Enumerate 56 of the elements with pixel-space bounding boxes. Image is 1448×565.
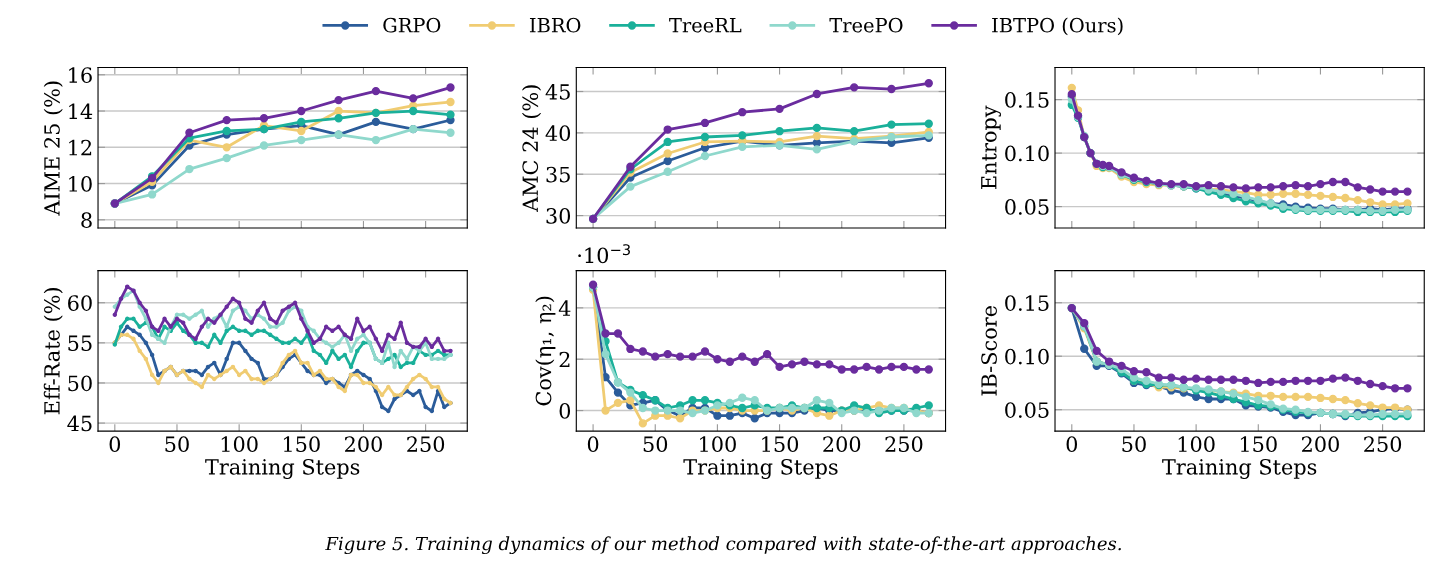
x-tick-label: 100	[221, 436, 258, 453]
x-tick-label: 50	[165, 436, 189, 453]
x-tick-label: 250	[407, 436, 445, 453]
legend-label: TreeRL	[669, 18, 742, 33]
x-tick-label: 250	[885, 436, 923, 453]
y-tick-label: 4	[558, 300, 571, 316]
x-tick-label: 100	[1178, 436, 1215, 453]
x-tick-label: 50	[1122, 436, 1146, 453]
y-tick-label: 8	[81, 212, 92, 229]
y-tick-label: 30	[546, 208, 571, 224]
x-tick-label: 200	[823, 436, 861, 453]
y-tick-label: 40	[545, 125, 571, 142]
x-tick-label: 50	[643, 436, 668, 453]
x-axis-title: Training Steps	[1162, 458, 1317, 480]
x-tick-label: 0	[109, 436, 121, 453]
legend-label: IBRO	[529, 17, 581, 33]
y-tick-label: 0.15	[1005, 92, 1049, 108]
x-tick-label: 0	[587, 436, 599, 453]
x-tick-label: 200	[344, 436, 382, 453]
y-tick-label: 0	[559, 403, 571, 419]
y-tick-label: 45	[67, 415, 92, 432]
y-tick-label: 14	[69, 103, 93, 119]
legend-label: GRPO	[383, 17, 441, 33]
y-tick-label: 0.05	[1005, 402, 1049, 418]
y-axis-title: Entropy	[981, 105, 1001, 189]
y-tick-label: 0.10	[1005, 145, 1049, 162]
caption: Figure 5. Training dynamics of our method compared with state-of-the-art approaches.	[325, 536, 1121, 555]
y-axis-title: IB-Score	[981, 306, 997, 396]
x-tick-label: 150	[283, 436, 320, 453]
legend-label: IBTPO (Ours)	[992, 17, 1123, 36]
y-tick-label: 35	[546, 166, 570, 183]
y-tick-label: 2	[559, 351, 570, 368]
y-axis-title: AIME 25 (%)	[43, 81, 63, 216]
y-tick-label: 50	[68, 375, 92, 392]
y-tick-label: 45	[545, 83, 570, 100]
y-tick-label: 12	[69, 139, 92, 156]
y-axis-title: Cov(η₁, η₂)	[535, 296, 556, 406]
y-axis-title: AMC 24 (%)	[521, 85, 542, 212]
x-tick-label: 250	[1364, 436, 1402, 453]
y-tick-label: 16	[69, 67, 92, 83]
y-tick-label: 0.05	[1005, 199, 1049, 215]
x-tick-label: 100	[700, 436, 736, 453]
y-tick-label: 55	[68, 335, 92, 352]
x-axis-title: Training Steps	[683, 458, 838, 480]
y-axis-title: Eff-Rate (%)	[43, 288, 63, 415]
text: ·10$^{−3}$	[578, 244, 630, 264]
x-tick-label: 200	[1301, 436, 1339, 453]
y-tick-label: 0.10	[1005, 348, 1049, 365]
y-tick-label: 60	[68, 295, 92, 311]
y-tick-label: 10	[69, 176, 92, 192]
x-tick-label: 150	[1240, 436, 1277, 453]
y-tick-label: 0.15	[1005, 295, 1049, 311]
legend-label: TreePO	[829, 17, 903, 33]
x-axis-title: Training Steps	[205, 458, 360, 480]
x-tick-label: 150	[762, 436, 799, 453]
x-tick-label: 0	[1066, 436, 1078, 453]
